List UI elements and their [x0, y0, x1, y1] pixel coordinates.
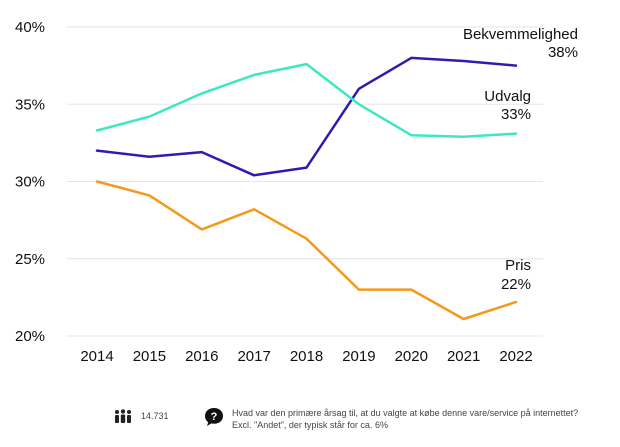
question-note: Excl. "Andet", der typisk står for ca. 6… [232, 420, 388, 430]
y-tick-label: 35% [15, 96, 45, 113]
y-tick-label: 20% [15, 328, 45, 345]
series-lines [95, 56, 518, 321]
y-tick-label: 40% [15, 19, 45, 36]
respondents: 14.731 [113, 409, 169, 423]
x-tick-label: 2020 [395, 348, 428, 365]
svg-text:?: ? [211, 411, 218, 423]
x-tick-label: 2019 [342, 348, 375, 365]
question-text: Hvad var den primære årsag til, at du va… [232, 408, 579, 418]
x-axis: 2014 2015 2016 2017 2018 2019 2020 2021 2022 [80, 348, 532, 365]
x-tick-label: 2018 [290, 348, 323, 365]
x-tick-label: 2014 [80, 348, 113, 365]
series-name-label: Udvalg [484, 88, 531, 105]
footer: 14.731 ? Hvad var den primære årsag til,… [0, 405, 620, 447]
series-name-label: Pris [505, 257, 531, 274]
x-tick-label: 2017 [237, 348, 270, 365]
y-tick-label: 25% [15, 251, 45, 268]
x-tick-label: 2016 [185, 348, 218, 365]
series-end-value: 33% [501, 106, 531, 123]
series-line-udvalg [95, 62, 518, 138]
series-end-value: 38% [548, 44, 578, 61]
line-chart: 40% 35% 30% 25% 20% 2014 2015 2016 2017 2018 2019… [15, 19, 578, 365]
series-name-label: Bekvemmelighed [463, 26, 578, 43]
series-line-bekvemmelighed [95, 56, 518, 177]
x-tick-label: 2021 [447, 348, 480, 365]
x-tick-label: 2015 [133, 348, 166, 365]
series-line-pris [95, 180, 518, 321]
x-tick-label: 2022 [499, 348, 532, 365]
y-tick-label: 30% [15, 174, 45, 191]
series-end-value: 22% [501, 276, 531, 293]
question-bubble-icon: ? [205, 408, 223, 426]
survey-question: ? Hvad var den primære årsag til, at du … [204, 407, 578, 431]
grid-lines [67, 26, 543, 337]
y-axis: 40% 35% 30% 25% 20% [15, 19, 45, 345]
respondents-count: 14.731 [141, 411, 169, 421]
people-icon [115, 409, 131, 423]
